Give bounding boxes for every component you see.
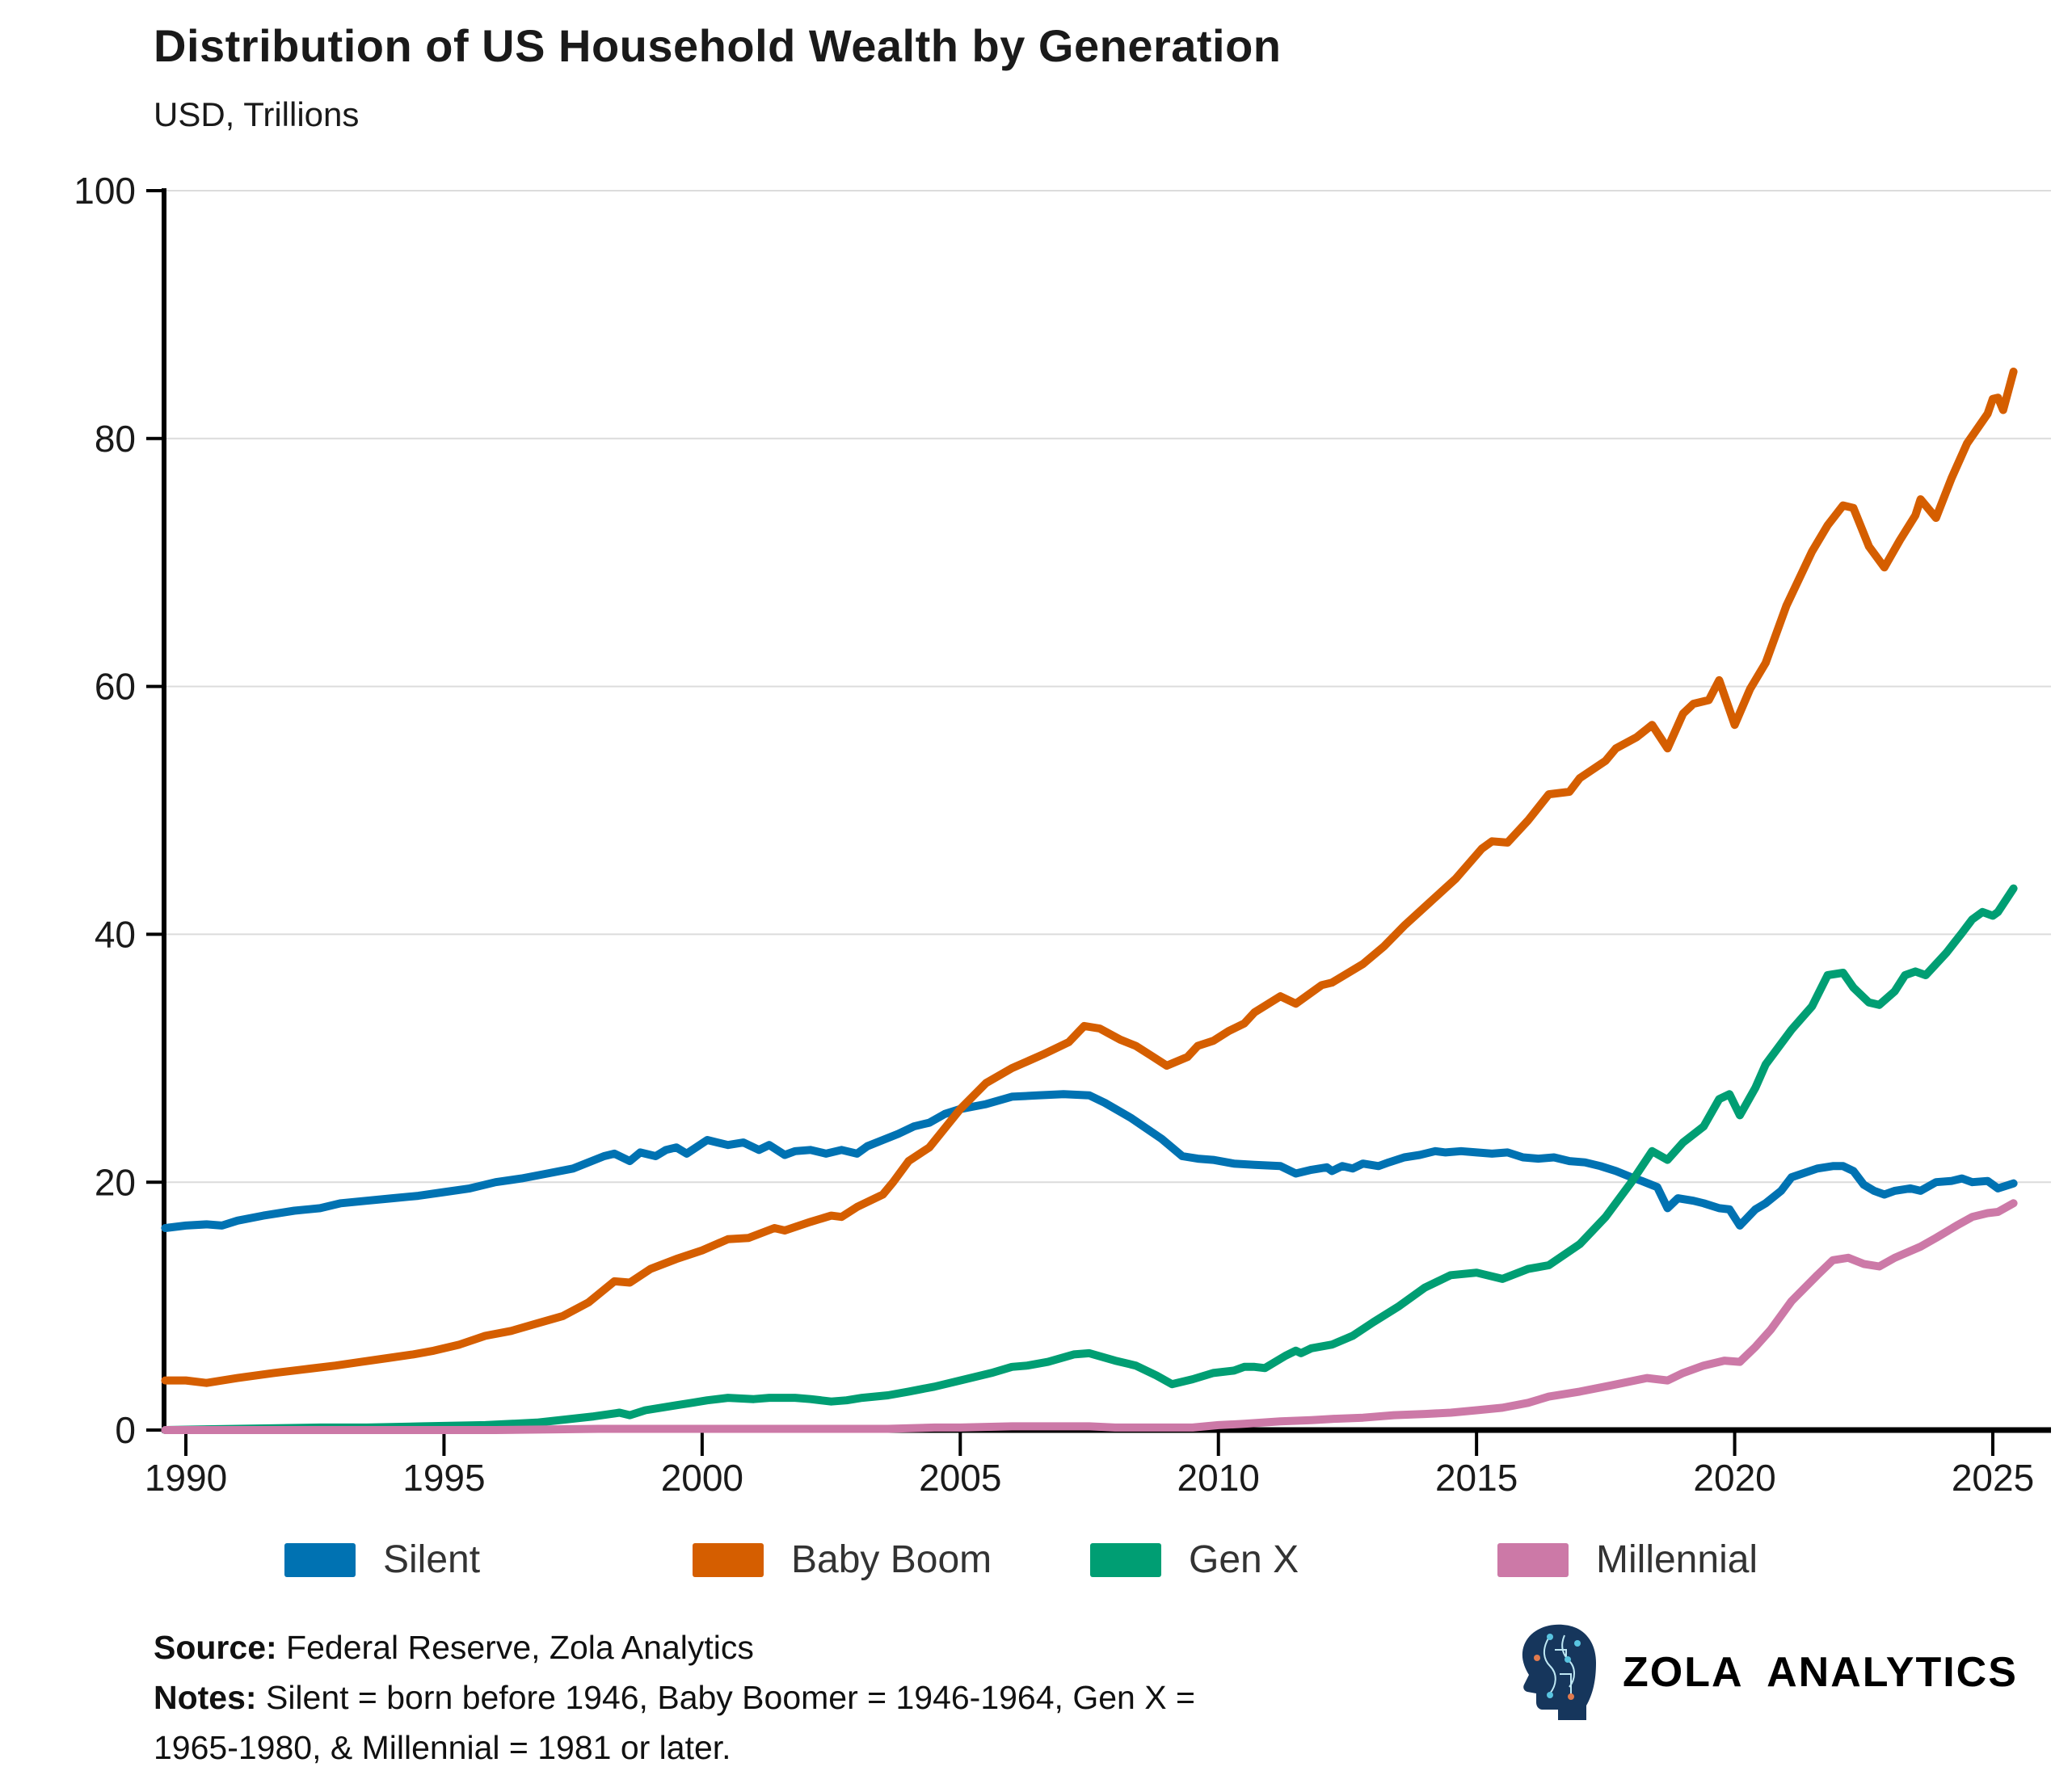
source-text: Federal Reserve, Zola Analytics	[276, 1629, 754, 1666]
legend-item-baby-boom: Baby Boom	[693, 1538, 1090, 1582]
legend-item-millennial: Millennial	[1497, 1538, 1758, 1582]
y-axis-tick-label: 0	[115, 1409, 136, 1451]
legend-swatch	[1497, 1542, 1569, 1577]
legend-label: Silent	[383, 1538, 481, 1581]
legend-label: Baby Boom	[791, 1538, 992, 1581]
legend-item-gen-x: Gen X	[1090, 1538, 1497, 1582]
brand-lockup: ZOLA ANALYTICS	[1518, 1622, 2018, 1723]
x-axis-tick-label: 1990	[145, 1457, 227, 1499]
x-axis-tick-label: 2015	[1435, 1457, 1518, 1499]
y-axis-tick-label: 80	[95, 418, 136, 460]
legend-label: Millennial	[1596, 1538, 1758, 1581]
page-title: Distribution of US Household Wealth by G…	[154, 20, 1282, 71]
legend-swatch	[284, 1542, 356, 1577]
x-axis-tick-label: 1995	[402, 1457, 485, 1499]
x-axis-tick-label: 2000	[661, 1457, 743, 1499]
series-line-gen-x	[161, 884, 2018, 1434]
zola-logo-icon	[1522, 1624, 1596, 1720]
legend-label: Gen X	[1189, 1538, 1299, 1581]
notes-text: Silent = born before 1946, Baby Boomer =…	[154, 1679, 1195, 1766]
notes-line: Notes: Silent = born before 1946, Baby B…	[154, 1672, 1257, 1771]
source-label: Source:	[154, 1629, 277, 1666]
notes-label: Notes:	[154, 1679, 257, 1716]
x-axis-tick-label: 2010	[1177, 1457, 1260, 1499]
series-line-silent	[161, 1090, 2018, 1232]
chart-subtitle: USD, Trillions	[154, 95, 360, 133]
series-line-millennial	[161, 1199, 2018, 1434]
y-axis-tick-label: 60	[95, 666, 136, 708]
chart-footer: Source: Federal Reserve, Zola Analytics …	[154, 1622, 1257, 1771]
x-axis-tick-label: 2005	[919, 1457, 1001, 1499]
source-line: Source: Federal Reserve, Zola Analytics	[154, 1622, 1257, 1672]
y-axis-tick-label: 20	[95, 1161, 136, 1203]
y-axis-tick-label: 40	[95, 914, 136, 956]
legend-item-silent: Silent	[284, 1538, 693, 1582]
brand-name: ZOLA ANALYTICS	[1623, 1649, 2018, 1696]
legend-swatch	[693, 1542, 764, 1577]
chart-legend: Silent Baby Boom Gen X Millennial	[284, 1538, 1758, 1582]
wealth-line-chart: 0 20 40 60 80 100 1990 1995 2000 2005 2010 2015 2020…	[74, 170, 2051, 1499]
legend-swatch	[1090, 1542, 1161, 1577]
series-line-baby-boom	[161, 368, 2018, 1387]
y-axis-tick-label: 100	[74, 170, 136, 212]
x-axis-tick-label: 2020	[1693, 1457, 1775, 1499]
x-axis-tick-label: 2025	[1952, 1457, 2034, 1499]
